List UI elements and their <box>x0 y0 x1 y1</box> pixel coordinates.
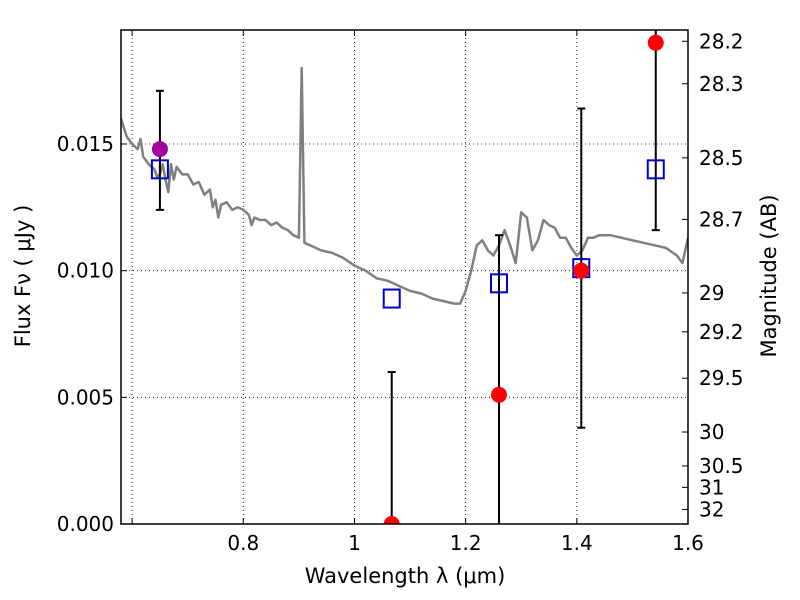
observed-flux-point <box>491 386 507 403</box>
x-tick-label: 0.8 <box>227 531 259 555</box>
y-tick-label: 0.005 <box>57 385 114 409</box>
y2-axis-title: Magnitude (AB) <box>757 194 781 357</box>
y2-tick-label: 28.5 <box>699 146 744 170</box>
plot-area <box>121 30 688 524</box>
y2-tick-label: 28.3 <box>699 72 744 96</box>
y2-tick-label: 30.5 <box>699 454 744 478</box>
y-axis-title: Flux Fν ( μJy ) <box>11 205 35 348</box>
y2-tick-label: 31 <box>699 475 724 499</box>
model-flux-square <box>646 159 665 180</box>
x-tick-label: 1 <box>348 531 361 555</box>
model-flux-square <box>382 288 401 309</box>
y-tick-label: 0.015 <box>57 132 114 156</box>
y-tick-label: 0.010 <box>57 259 114 283</box>
model-flux-square <box>490 273 508 294</box>
y2-tick-label: 28.7 <box>699 207 744 231</box>
y2-tick-label: 29.2 <box>699 320 744 344</box>
observed-flux-point <box>573 262 590 279</box>
y2-tick-label: 30 <box>699 420 724 444</box>
observed-flux-point <box>647 34 664 51</box>
x-tick-label: 1.6 <box>672 531 704 555</box>
y2-tick-label: 29.5 <box>699 366 744 390</box>
model-flux-square <box>150 159 169 180</box>
x-axis-ticks: 0.8 1 1.2 1.4 1.6 <box>131 30 704 555</box>
y-axis-ticks: 0.000 0.005 0.010 0.015 <box>57 132 127 536</box>
y-tick-label: 0.000 <box>57 512 114 536</box>
y2-tick-label: 28.2 <box>699 29 744 53</box>
observed-flux-point <box>383 516 400 524</box>
x-tick-label: 1.2 <box>450 531 482 555</box>
y2-tick-label: 32 <box>699 497 724 521</box>
model-spectrum-line <box>121 66 688 305</box>
grid-lines <box>121 30 689 525</box>
observed-flux-point <box>151 141 168 158</box>
x-tick-label: 1.4 <box>561 531 593 555</box>
plot-frame <box>120 29 689 525</box>
y2-tick-label: 29 <box>699 281 724 305</box>
x-axis-title: Wavelength λ (μm) <box>305 564 506 588</box>
